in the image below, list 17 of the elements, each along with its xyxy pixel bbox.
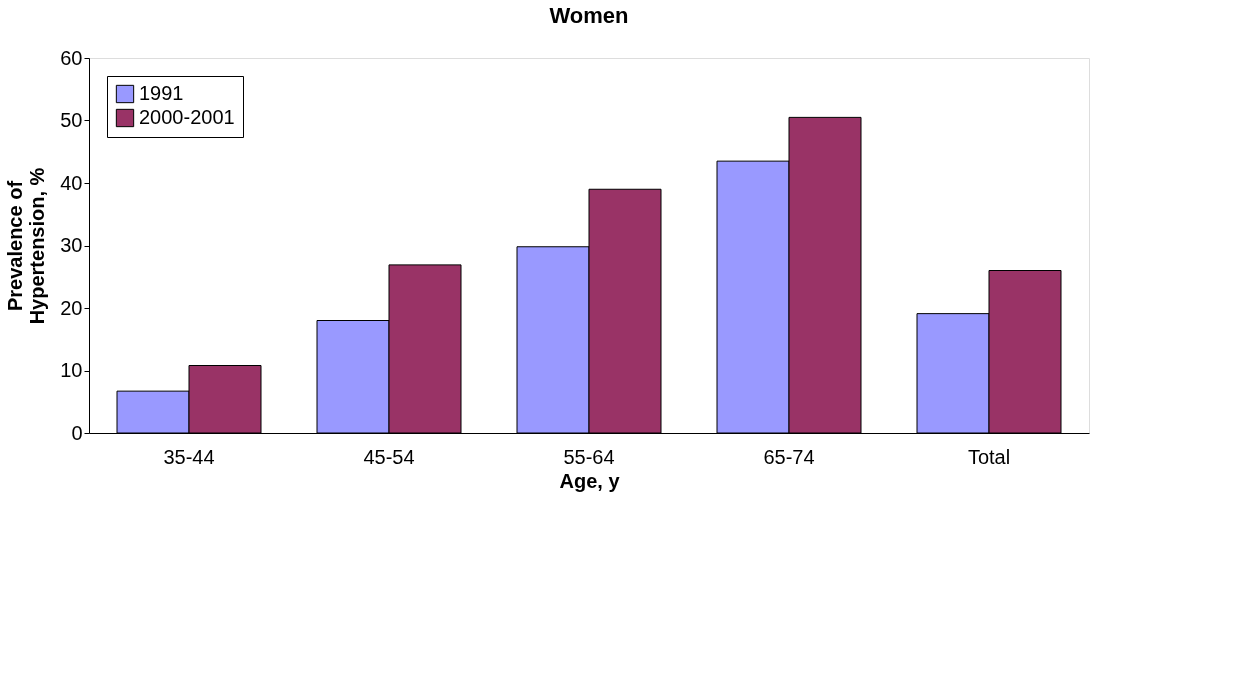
x-tick-label: 55-64	[563, 445, 615, 468]
y-tick-label: 0	[71, 421, 83, 444]
x-tick-label: Total	[967, 445, 1011, 468]
y-axis-title: Prevalence of Hypertension, %	[4, 167, 49, 325]
y-tick-label: 50	[60, 109, 83, 131]
x-tick-label: 45-54	[363, 445, 415, 468]
y-tick-label: 30	[60, 234, 83, 256]
x-tick-label: 65-74	[763, 445, 815, 468]
y-tick-label: 10	[60, 359, 83, 381]
y-tick-label: 60	[60, 46, 83, 69]
legend-label: 2000-2001	[139, 106, 235, 128]
legend-label: 1991	[139, 82, 184, 104]
chart-title: Women	[549, 3, 629, 28]
x-axis-title: Age, y	[559, 469, 621, 492]
y-tick-label: 20	[60, 296, 83, 319]
y-tick-label: 40	[60, 171, 83, 194]
x-tick-label: 35-44	[163, 445, 215, 468]
